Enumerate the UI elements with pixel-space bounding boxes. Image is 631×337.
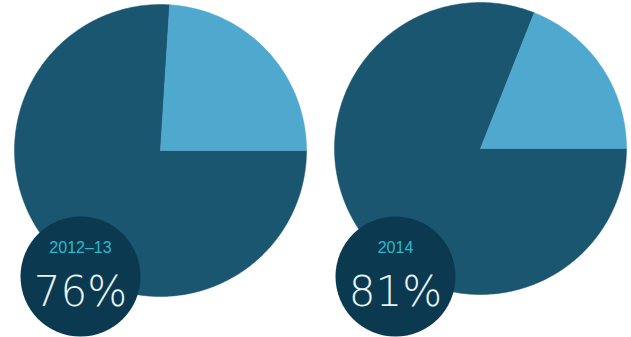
svg-text:2014: 2014 <box>378 239 414 256</box>
svg-text:76%: 76% <box>34 267 127 316</box>
svg-text:81%: 81% <box>349 267 442 316</box>
svg-text:2012–13: 2012–13 <box>49 239 111 256</box>
